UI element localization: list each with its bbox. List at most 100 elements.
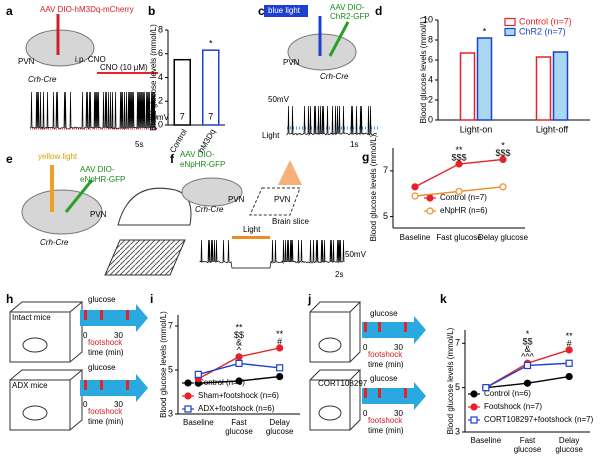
y-tick-label: 7 <box>455 338 460 348</box>
panel-label: b <box>148 4 155 18</box>
annotation: $$$ <box>495 148 510 158</box>
mouse <box>117 187 192 226</box>
marker <box>276 373 284 381</box>
label: Light <box>243 225 261 234</box>
x-tick-label: Fast glucose <box>513 436 542 454</box>
annotation: # <box>277 336 282 346</box>
label: ChR2-GFP <box>330 12 370 21</box>
mouse <box>318 405 342 421</box>
legend-label: Sham+footshock (n=6) <box>198 391 279 400</box>
marker <box>235 359 243 367</box>
shock-marker <box>126 380 129 390</box>
y-tick-label: 2 <box>428 94 433 104</box>
label: 2s <box>335 270 343 279</box>
label: ADX mice <box>12 381 48 390</box>
x-tick-label: Delay glucose <box>478 233 529 242</box>
y-axis-label: Blood glucose levels (mmol/L) <box>369 134 378 241</box>
light-bar <box>232 236 270 239</box>
bar <box>552 51 569 121</box>
arrow <box>362 316 426 344</box>
trace <box>286 105 378 136</box>
shock-marker <box>84 310 87 320</box>
shock-marker <box>364 388 367 398</box>
panel-label: i <box>150 292 153 306</box>
y-tick-label: 2 <box>158 96 163 106</box>
label: time (min) <box>88 417 124 426</box>
annotation: ^^^ <box>521 352 534 362</box>
shock-marker <box>404 322 407 332</box>
annotation: * <box>526 329 530 339</box>
label: 30 <box>394 343 403 352</box>
label: AAV DIO-hM3Dq-mCherry <box>40 5 134 14</box>
label: 5s <box>135 140 143 149</box>
injection <box>64 179 94 213</box>
legend-label: CORT108297+footshock (n=7) <box>484 415 594 424</box>
marker <box>276 344 284 352</box>
marker <box>482 384 490 392</box>
label: CORT108297 <box>318 379 368 388</box>
label: PVN <box>274 195 291 204</box>
marker <box>565 359 573 367</box>
trace <box>29 91 158 131</box>
injection <box>328 21 350 57</box>
mouse <box>318 337 342 353</box>
marker <box>411 183 419 191</box>
label: 0 <box>363 343 368 352</box>
shock-marker <box>126 310 129 320</box>
label: footshock <box>368 350 403 359</box>
label: Intact mice <box>12 313 51 322</box>
label: yellow light <box>38 152 78 161</box>
y-tick-label: 5 <box>455 382 460 392</box>
shock-marker <box>84 380 87 390</box>
label: glucose <box>88 363 116 372</box>
brain <box>25 29 95 67</box>
bar <box>459 52 476 121</box>
brain <box>181 177 243 207</box>
label: 1s <box>350 140 358 149</box>
x-tick-label: Light-off <box>536 124 569 134</box>
n-label: 7 <box>180 111 185 121</box>
legend-marker <box>184 392 192 400</box>
label: eNpHR-GFP <box>180 160 225 169</box>
arrow <box>80 304 148 332</box>
arrow <box>80 374 148 402</box>
marker <box>499 183 507 191</box>
label: time (min) <box>368 360 404 369</box>
y-tick-label: 6 <box>158 48 163 58</box>
label: time (min) <box>88 348 124 357</box>
y-tick-label: 5 <box>383 211 388 221</box>
marker <box>455 187 463 196</box>
label: 0 <box>83 331 88 340</box>
legend-marker <box>184 405 192 413</box>
label: PVN <box>90 210 107 219</box>
label: AAV DIO- <box>180 150 215 159</box>
x-tick-label: Delay glucose <box>555 436 583 454</box>
label: 20mV <box>148 113 170 122</box>
annotation: * <box>209 39 213 49</box>
marker <box>235 353 243 361</box>
bar <box>202 49 220 126</box>
marker <box>411 192 419 200</box>
marker <box>455 160 463 168</box>
legend-label: Control (n=7) <box>440 193 487 202</box>
label: 50mV <box>345 250 367 259</box>
label: PVN <box>283 58 300 67</box>
legend-label: ADX+footshock (n=6) <box>198 404 275 413</box>
shock-marker <box>378 322 381 332</box>
annotation: ^ <box>237 345 242 355</box>
label: footshock <box>88 407 123 416</box>
panel-label: j <box>307 292 311 306</box>
label: AAV DIO- <box>80 165 115 174</box>
label: Light <box>262 131 280 140</box>
panel-label: k <box>440 292 447 306</box>
label: i.p. CNO <box>75 55 106 64</box>
y-axis-label: Blood glucose levels (mmol/L) <box>159 311 168 418</box>
panel-label: e <box>6 152 13 166</box>
x-tick-label: Baseline <box>470 436 502 445</box>
marker <box>565 372 573 381</box>
shock-marker <box>404 388 407 398</box>
label: glucose <box>370 309 398 318</box>
light-cone <box>278 160 302 185</box>
legend-label: eNpHR (n=6) <box>440 206 488 215</box>
annotation: ** <box>235 323 243 333</box>
